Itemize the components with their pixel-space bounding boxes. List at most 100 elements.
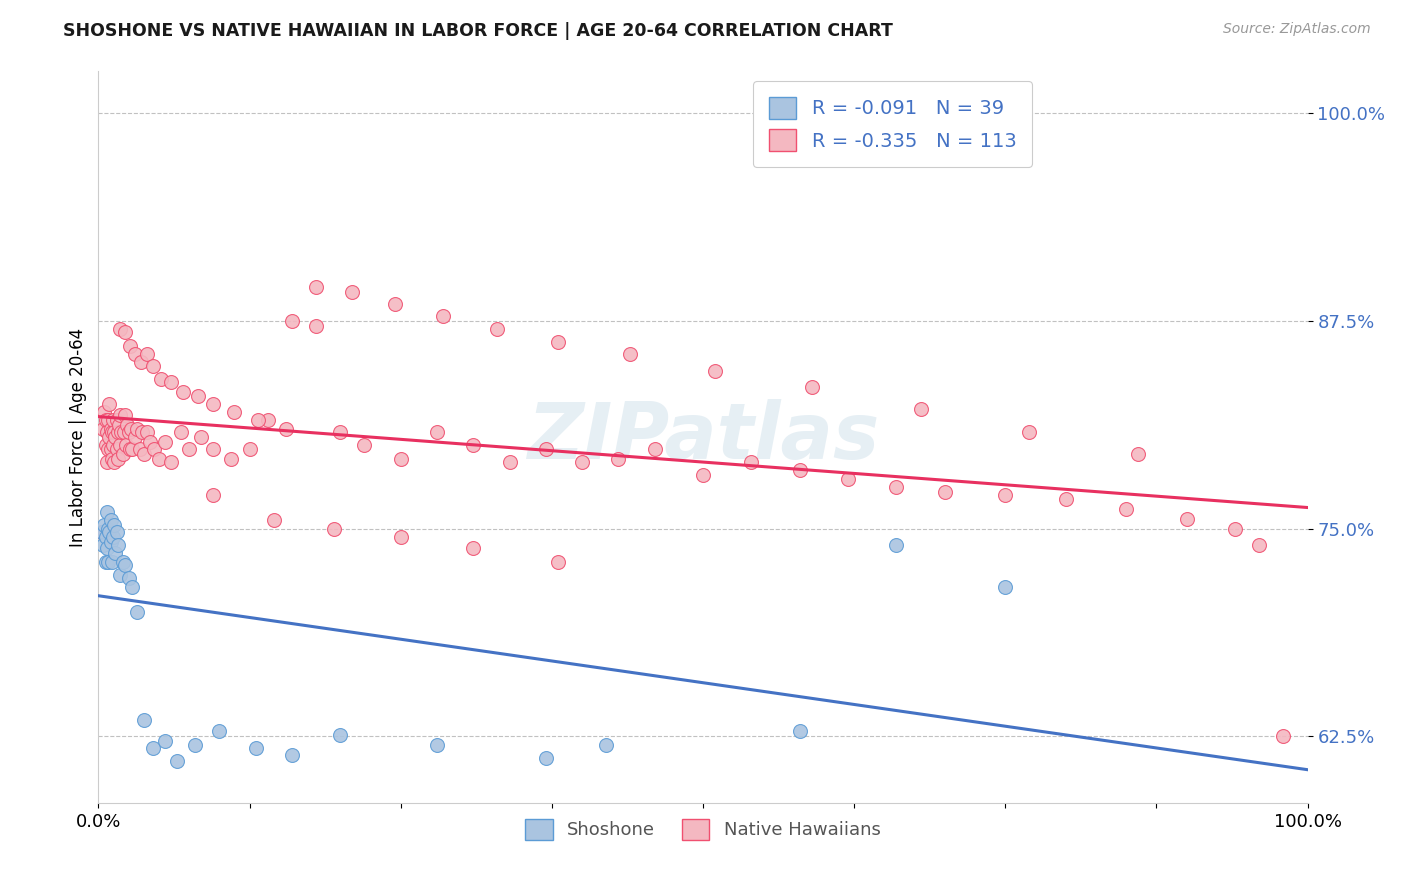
Point bbox=[100, 534, 122, 549]
Point bbox=[245, 740, 267, 755]
Point bbox=[994, 580, 1017, 594]
Point bbox=[153, 734, 176, 748]
Point bbox=[121, 580, 143, 594]
Point bbox=[463, 438, 485, 452]
Point bbox=[886, 538, 908, 552]
Point bbox=[1018, 425, 1040, 439]
Point bbox=[463, 541, 485, 556]
Point bbox=[148, 451, 170, 466]
Point bbox=[97, 442, 120, 456]
Point bbox=[94, 438, 117, 452]
Point bbox=[1272, 729, 1295, 743]
Point bbox=[221, 451, 243, 466]
Point bbox=[202, 397, 225, 411]
Point bbox=[105, 413, 128, 427]
Point bbox=[534, 751, 557, 765]
Point bbox=[100, 451, 122, 466]
Point bbox=[153, 435, 176, 450]
Point bbox=[202, 442, 225, 456]
Point bbox=[263, 513, 285, 527]
Point bbox=[91, 524, 114, 539]
Point bbox=[107, 451, 129, 466]
Point bbox=[166, 754, 188, 768]
Point bbox=[104, 546, 127, 560]
Point bbox=[239, 442, 262, 456]
Point bbox=[329, 425, 352, 439]
Point bbox=[281, 747, 304, 762]
Point bbox=[172, 385, 194, 400]
Point bbox=[91, 538, 114, 552]
Point bbox=[127, 605, 149, 619]
Point bbox=[143, 442, 166, 456]
Point bbox=[111, 555, 134, 569]
Point bbox=[1223, 521, 1246, 535]
Point bbox=[105, 524, 128, 539]
Point bbox=[96, 425, 118, 439]
Point bbox=[93, 405, 115, 419]
Point bbox=[117, 418, 139, 433]
Point bbox=[789, 724, 811, 739]
Point bbox=[114, 409, 136, 423]
Point bbox=[100, 513, 122, 527]
Point bbox=[107, 538, 129, 552]
Point bbox=[121, 442, 143, 456]
Point bbox=[93, 518, 115, 533]
Point bbox=[160, 375, 183, 389]
Text: ZIPatlas: ZIPatlas bbox=[527, 399, 879, 475]
Point bbox=[96, 455, 118, 469]
Point bbox=[1175, 511, 1198, 525]
Point bbox=[131, 425, 153, 439]
Point bbox=[256, 413, 278, 427]
Point bbox=[247, 413, 270, 427]
Point bbox=[389, 530, 412, 544]
Point bbox=[118, 571, 141, 585]
Point bbox=[98, 430, 121, 444]
Y-axis label: In Labor Force | Age 20-64: In Labor Force | Age 20-64 bbox=[69, 327, 87, 547]
Point bbox=[110, 425, 132, 439]
Point bbox=[837, 472, 859, 486]
Point bbox=[1115, 501, 1137, 516]
Point bbox=[97, 555, 120, 569]
Point bbox=[910, 401, 932, 416]
Point bbox=[108, 322, 131, 336]
Point bbox=[619, 347, 641, 361]
Point bbox=[115, 438, 138, 452]
Point bbox=[100, 555, 122, 569]
Point bbox=[547, 555, 569, 569]
Point bbox=[190, 430, 212, 444]
Point bbox=[426, 738, 449, 752]
Point bbox=[97, 521, 120, 535]
Point bbox=[886, 480, 908, 494]
Point bbox=[353, 438, 375, 452]
Point bbox=[134, 713, 156, 727]
Point bbox=[91, 524, 114, 539]
Point bbox=[800, 380, 823, 394]
Point bbox=[124, 347, 146, 361]
Point bbox=[789, 463, 811, 477]
Point bbox=[94, 555, 117, 569]
Point bbox=[994, 488, 1017, 502]
Point bbox=[114, 558, 136, 573]
Point bbox=[118, 425, 141, 439]
Point bbox=[108, 568, 131, 582]
Point bbox=[607, 451, 630, 466]
Point bbox=[208, 724, 231, 739]
Point bbox=[96, 541, 118, 556]
Point bbox=[101, 413, 124, 427]
Point bbox=[105, 442, 128, 456]
Point bbox=[108, 409, 131, 423]
Point bbox=[98, 524, 121, 539]
Point bbox=[139, 435, 162, 450]
Point bbox=[100, 425, 122, 439]
Point bbox=[101, 530, 124, 544]
Point bbox=[118, 338, 141, 352]
Point bbox=[595, 738, 617, 752]
Point bbox=[129, 355, 152, 369]
Point bbox=[108, 438, 131, 452]
Point bbox=[644, 442, 666, 456]
Point bbox=[103, 455, 125, 469]
Point bbox=[704, 363, 727, 377]
Point bbox=[120, 422, 142, 436]
Text: SHOSHONE VS NATIVE HAWAIIAN IN LABOR FORCE | AGE 20-64 CORRELATION CHART: SHOSHONE VS NATIVE HAWAIIAN IN LABOR FOR… bbox=[63, 22, 893, 40]
Point bbox=[111, 447, 134, 461]
